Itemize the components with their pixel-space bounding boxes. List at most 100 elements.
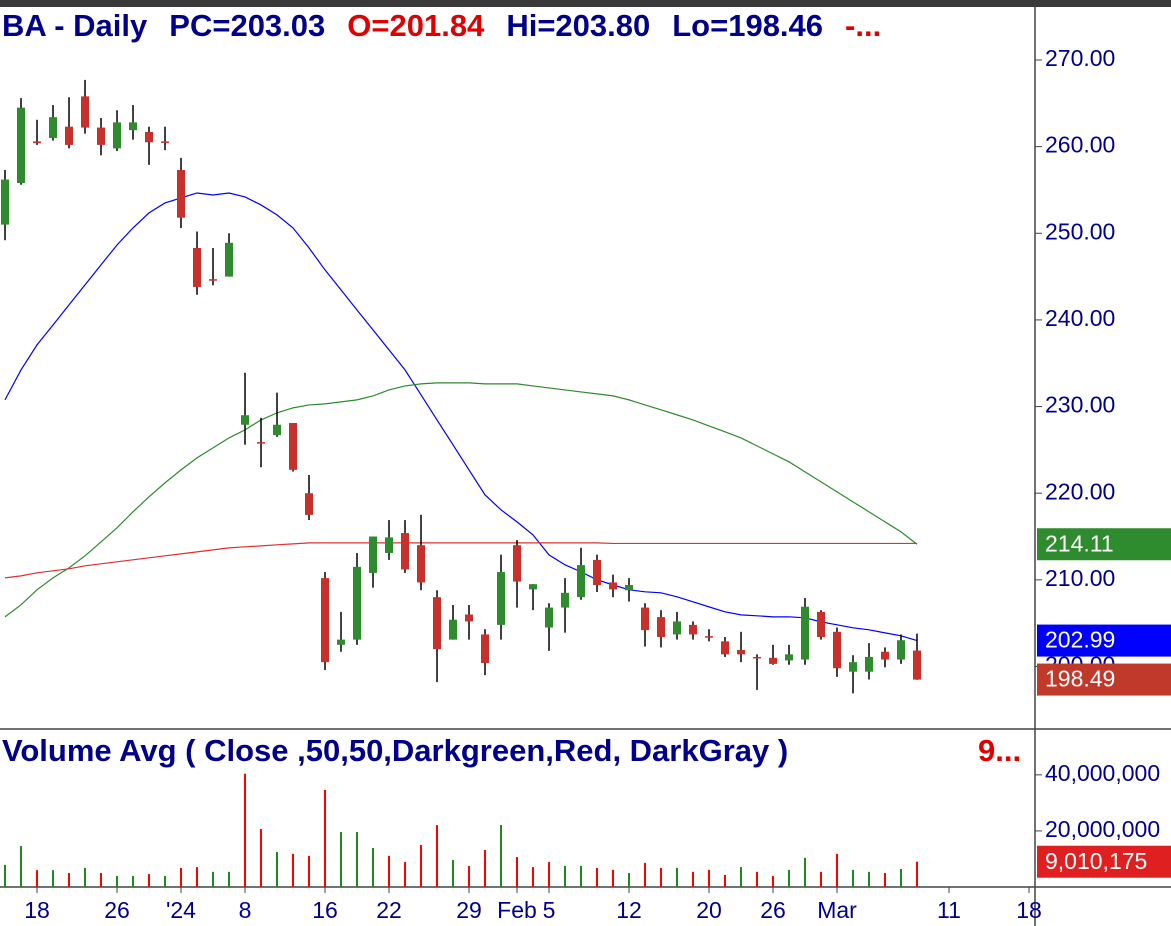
y-tick-label: 250.00 [1045,218,1115,244]
candle-body [225,242,233,277]
candle-body [801,606,809,660]
y-tick-label: 40,000,000 [1045,760,1160,786]
candle-body [129,122,137,131]
y-tick-label: 270.00 [1045,45,1115,71]
candle-body [209,279,217,281]
candle-body [577,565,585,598]
candle-body [177,170,185,218]
volume-tag-box [1037,845,1171,878]
candle-body [913,650,921,680]
x-tick-label: Feb [497,897,537,923]
candle-body [593,559,601,586]
candle-body [417,545,425,583]
candle-body [657,617,665,638]
y-tick-label: 220.00 [1045,478,1115,504]
plot-area [4,192,918,642]
header-item: Hi=203.80 [506,8,650,43]
x-tick-label: Mar [817,897,857,923]
title-text: BA - Daily [2,8,148,43]
candle-body [97,127,105,145]
candle-body [561,592,569,608]
candle-body [241,415,249,425]
candle-body [113,122,121,149]
candle-body [769,657,777,664]
x-tick-label: 29 [456,897,482,923]
x-tick-label: 16 [312,897,338,923]
candle-body [897,640,905,660]
top-bar [0,0,1171,7]
candle-body [529,584,537,590]
candle-body [849,662,857,672]
x-tick-label: 12 [616,897,642,923]
candle-body [785,654,793,661]
candle-body [753,656,761,659]
candle-body [833,631,841,669]
candle-body [609,582,617,590]
candle-body [881,651,889,660]
ma-tag: 214.11 [1045,530,1114,556]
x-tick-label: 26 [760,897,786,923]
header-item: O=201.84 [347,8,485,43]
header-item: PC=203.03 [169,8,325,43]
candle-body [817,611,825,638]
moving-average [4,542,917,579]
candle-body [81,96,89,128]
candle-body [65,126,73,145]
moving-average [4,382,918,618]
ma-tag-box [1037,528,1171,561]
candle-body [369,536,377,573]
candle-body [33,141,41,144]
candle-body [161,141,169,143]
candle-body [513,545,521,582]
chart-title: BA - Daily PC=203.03 O=201.84 Hi=203.80 Lo=1… [2,8,881,43]
candle-body [705,636,713,638]
candle-body [449,619,457,640]
candle-body [193,248,201,287]
y-tick-label: 230.00 [1045,392,1115,418]
candle-body [289,423,297,470]
candle-body [353,566,361,640]
candle-body [1,179,9,225]
candle-body [321,578,329,663]
candle-body [481,634,489,664]
candle-body [689,624,697,635]
candle-body [273,424,281,436]
header-item: Lo=198.46 [672,8,823,43]
candle-body [721,641,729,655]
panel-title: Volume Avg ( Close ,50,50,Darkgreen,Red,… [2,733,788,768]
candle-body [625,585,633,591]
x-tick-label: 5 [543,897,556,923]
candle-body [465,614,473,622]
candle-body [385,537,393,553]
y-tick-label: 210.00 [1045,565,1115,591]
candle-body [545,607,553,628]
candle-body [737,650,745,655]
candle-body [673,621,681,635]
candle-body [401,533,409,570]
candle-body [865,656,873,672]
candle-body [641,607,649,631]
moving-average [4,192,918,642]
y-tick-label: 240.00 [1045,305,1115,331]
ma-tag: 202.99 [1045,627,1115,653]
x-tick-label: 22 [376,897,402,923]
x-tick-label: 8 [239,897,252,923]
candle-body [433,597,441,650]
y-tick-label: 20,000,000 [1045,816,1160,842]
candle-body [257,442,265,444]
x-tick-label: 20 [696,897,722,923]
candle-body [49,117,57,138]
panel-title-suffix: 9... [978,733,1021,768]
x-tick-label: 18 [24,897,50,923]
close-tag: 198.49 [1045,666,1115,692]
x-tick-label: '24 [166,897,196,923]
candle-body [337,639,345,645]
y-tick-label: 260.00 [1045,132,1115,158]
header-item: -... [845,8,881,43]
candle-body [17,107,25,184]
x-tick-label: 18 [1016,897,1042,923]
x-tick-label: 11 [937,897,961,923]
volume-tag: 9,010,175 [1045,848,1147,874]
